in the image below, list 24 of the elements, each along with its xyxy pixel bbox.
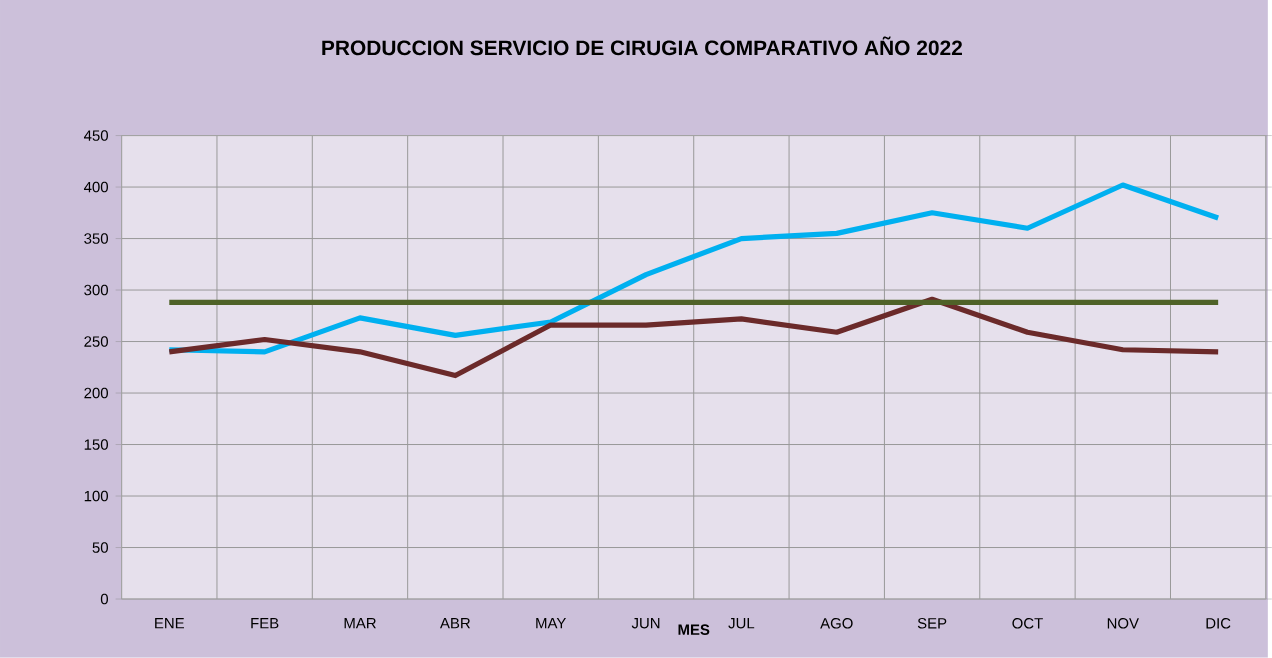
y-tick-label: 100 bbox=[84, 490, 108, 502]
x-tick-label: DIC bbox=[1206, 618, 1231, 629]
x-tick-label: NOV bbox=[1107, 618, 1139, 629]
y-tick-label: 250 bbox=[84, 336, 108, 347]
y-tick-label: 200 bbox=[84, 387, 108, 399]
x-tick-label: MAY bbox=[536, 618, 566, 629]
x-tick-label: OCT bbox=[1012, 618, 1043, 629]
x-tick-label: JUN bbox=[631, 618, 660, 629]
y-tick-label: 150 bbox=[84, 439, 108, 450]
x-tick-label: ABR bbox=[440, 618, 471, 629]
y-tick-label: 350 bbox=[84, 233, 108, 244]
y-tick-label: 400 bbox=[83, 181, 108, 193]
y-tick-label: 50 bbox=[92, 542, 108, 553]
chart-title: PRODUCCION SERVICIO DE CIRUGIA COMPARATIVO AÑO 2022 bbox=[322, 36, 962, 56]
y-tick-label: 450 bbox=[83, 130, 108, 141]
x-axis-title: MES bbox=[678, 624, 710, 636]
x-tick-label: ENE bbox=[155, 618, 184, 629]
x-tick-label: SEP bbox=[917, 618, 947, 629]
x-tick-label: MAR bbox=[344, 618, 376, 629]
y-tick-label: 300 bbox=[84, 284, 108, 296]
x-tick-label: JUL bbox=[728, 618, 755, 629]
y-tick-label: 0 bbox=[100, 593, 108, 605]
x-tick-label: AGO bbox=[820, 618, 853, 629]
x-tick-label: FEB bbox=[251, 618, 279, 629]
